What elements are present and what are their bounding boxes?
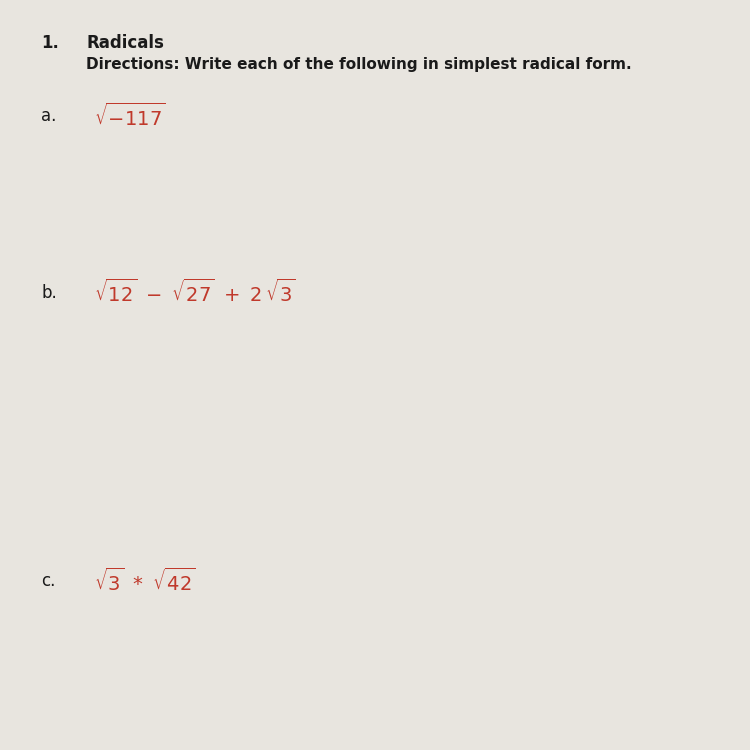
Text: Radicals: Radicals	[86, 34, 164, 52]
Text: 1.: 1.	[41, 34, 59, 52]
Text: a.: a.	[41, 107, 57, 125]
Text: Directions: Write each of the following in simplest radical form.: Directions: Write each of the following …	[86, 57, 632, 72]
Text: b.: b.	[41, 284, 57, 302]
Text: $\sqrt{-117}$: $\sqrt{-117}$	[94, 103, 166, 130]
Text: $\sqrt{12}\ -\ \sqrt{27}\ +\ 2\,\sqrt{3}$: $\sqrt{12}\ -\ \sqrt{27}\ +\ 2\,\sqrt{3}…	[94, 279, 296, 306]
Text: $\sqrt{3}\ *\ \sqrt{42}$: $\sqrt{3}\ *\ \sqrt{42}$	[94, 568, 196, 595]
Text: c.: c.	[41, 572, 56, 590]
